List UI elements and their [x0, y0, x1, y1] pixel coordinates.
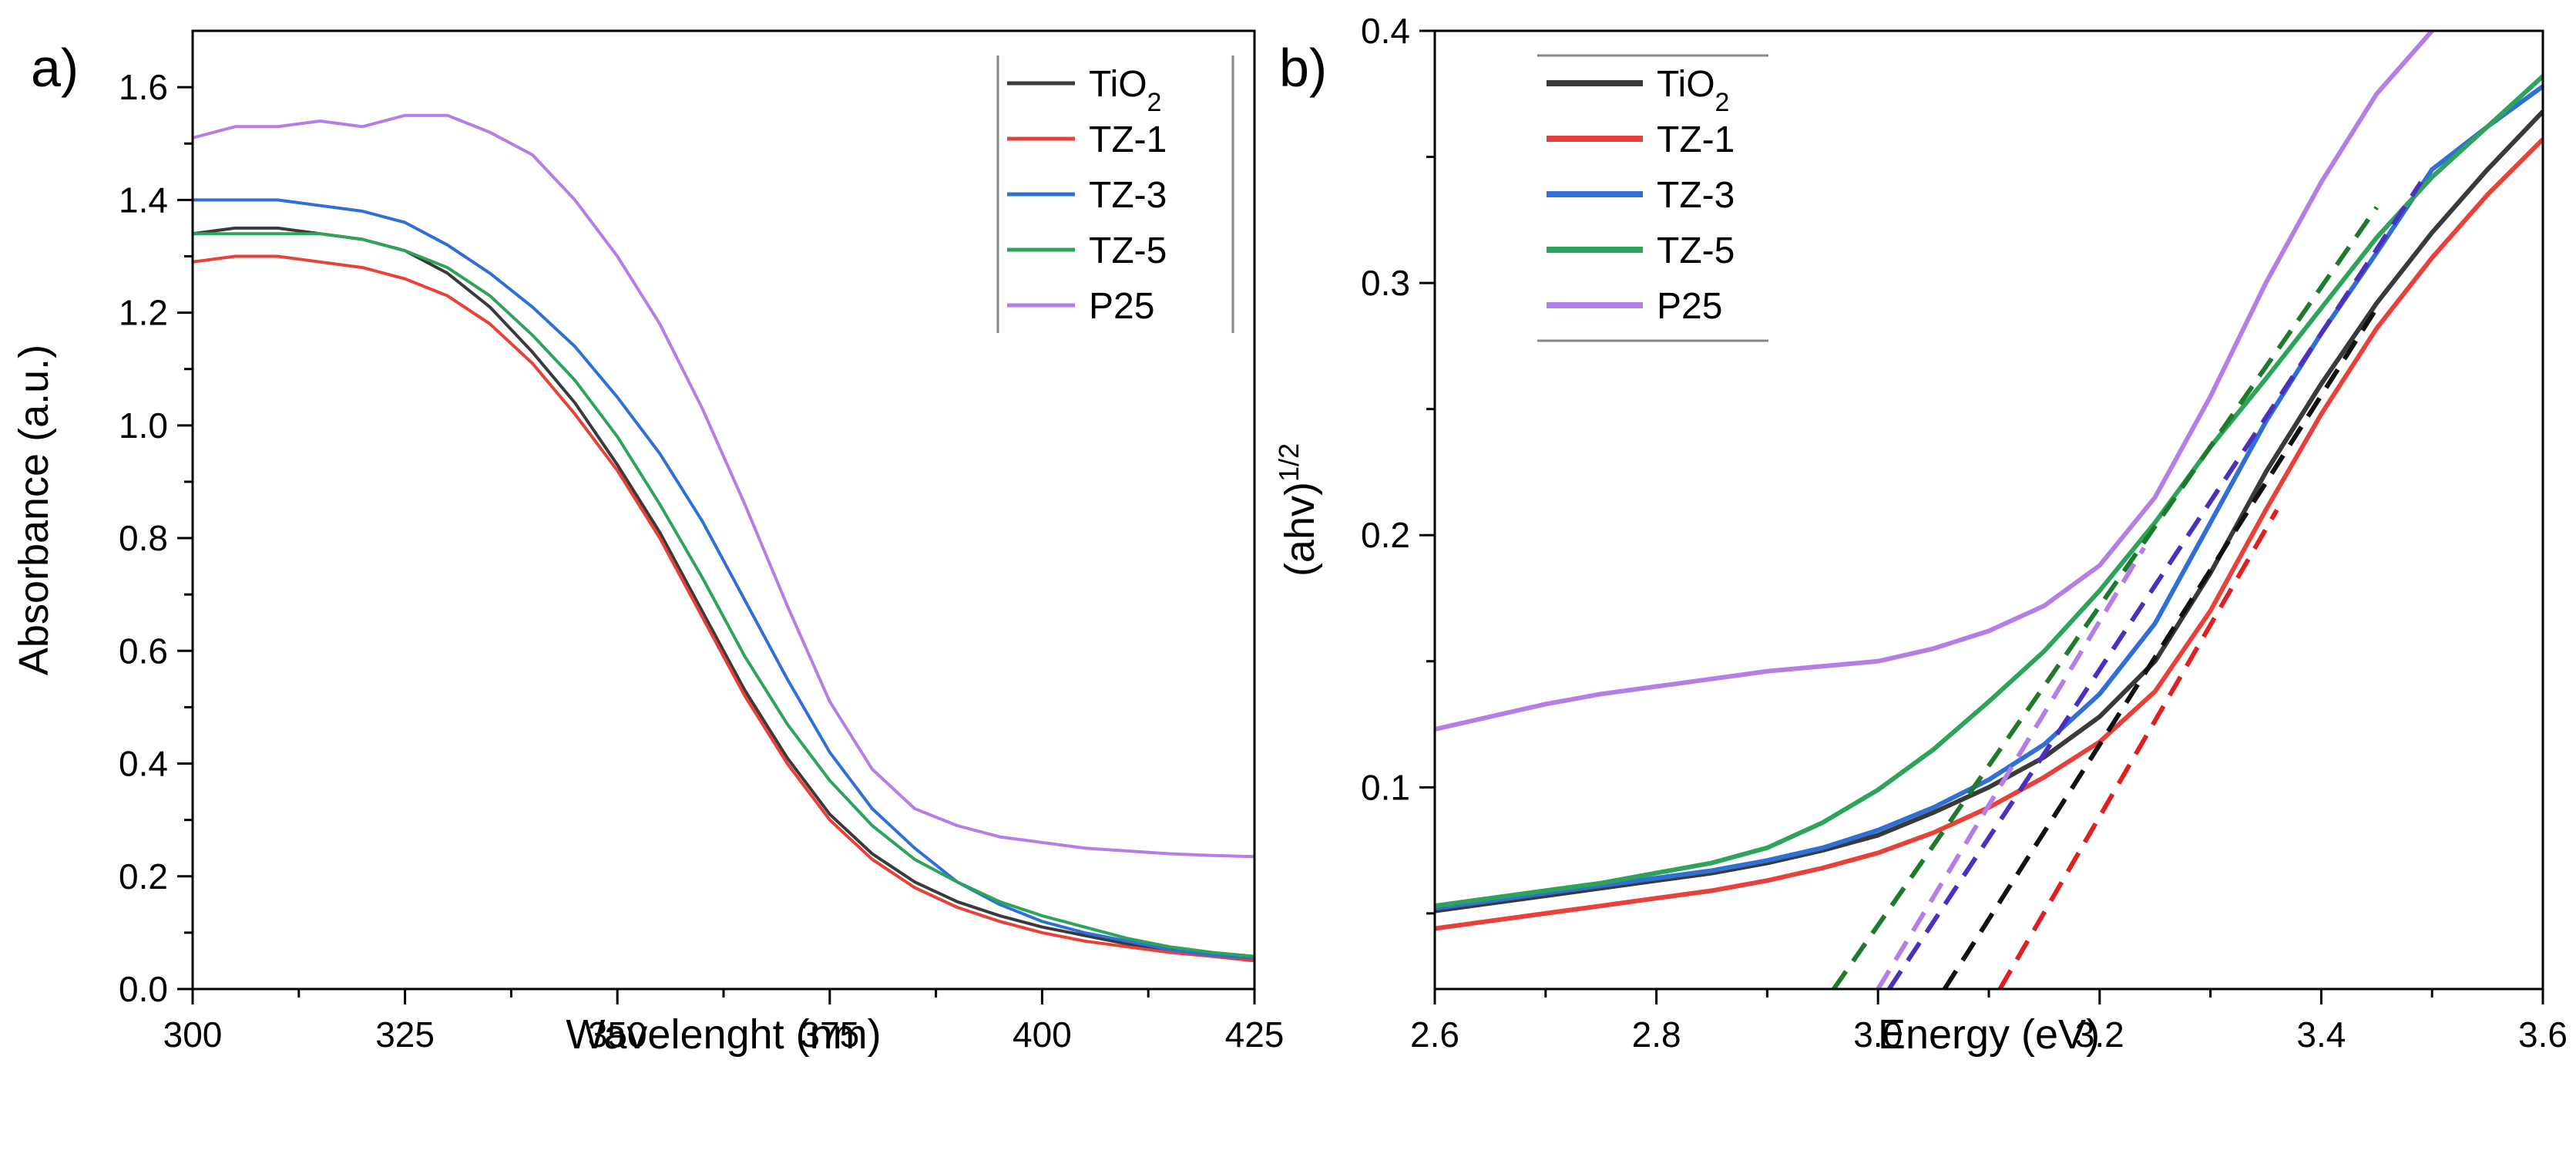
x-tick-label: 2.6	[1410, 1014, 1459, 1055]
x-tick-label: 350	[588, 1014, 647, 1055]
y-tick-label: 1.6	[119, 67, 168, 107]
x-tick-label: 400	[1013, 1014, 1072, 1055]
series-line-tio2	[1435, 109, 2543, 913]
x-tick-label: 425	[1225, 1014, 1285, 1055]
x-tick-label: 3.0	[1853, 1014, 1903, 1055]
x-tick-label: 3.4	[2296, 1014, 2346, 1055]
x-tick-label: 3.2	[2075, 1014, 2124, 1055]
series-line-tz-5	[1435, 74, 2543, 909]
x-tick-label: 2.8	[1632, 1014, 1681, 1055]
y-tick-label: 1.2	[119, 293, 168, 333]
legend-label: TZ-5	[1089, 230, 1167, 271]
legend-label: TZ-3	[1089, 175, 1167, 216]
tangent-line	[1876, 547, 2146, 989]
series-line-p25	[1435, 31, 2436, 732]
tangent-line	[1997, 508, 2279, 989]
series-line-tz-5	[193, 232, 1254, 958]
legend-label: TZ-1	[1657, 119, 1735, 160]
legend-label: TZ-1	[1089, 119, 1167, 160]
x-tick-label: 325	[375, 1014, 435, 1055]
y-axis-title: (ahv)1/2	[1273, 443, 1324, 577]
legend-label: P25	[1089, 286, 1154, 327]
x-tick-label: 375	[800, 1014, 859, 1055]
y-tick-label: 0.0	[119, 969, 168, 1009]
y-tick-label: 0.2	[1361, 515, 1410, 555]
legend-label: TZ-5	[1657, 230, 1735, 271]
y-tick-label: 0.4	[119, 744, 168, 784]
panel-a-letter: a)	[31, 38, 79, 98]
legend-label: P25	[1657, 286, 1722, 327]
y-axis-title: Absorbance (a.u.)	[11, 345, 57, 675]
y-tick-label: 0.2	[119, 856, 168, 897]
tangent-line	[1832, 206, 2379, 989]
x-axis-title: Wavelenght (nm)	[566, 1011, 881, 1058]
x-tick-label: 300	[163, 1014, 223, 1055]
x-tick-label: 3.6	[2518, 1014, 2568, 1055]
legend-label: TZ-3	[1657, 175, 1735, 216]
series-line-tz-3	[193, 198, 1254, 960]
legend-label: TiO2	[1657, 64, 1729, 117]
panel-a-absorbance-chart: a) 300 325 350 375 400 425 0.0 0.2 0.4 0.6 0.8 1.0 1…	[11, 29, 1285, 1058]
plot-area	[1435, 31, 2543, 989]
series-line-tz-1	[193, 254, 1254, 963]
y-tick-label: 0.1	[1361, 767, 1410, 807]
panel-b-letter: b)	[1279, 38, 1327, 98]
y-tick-label: 1.0	[119, 405, 168, 446]
tangent-line	[1887, 180, 2423, 989]
y-tick-label: 0.3	[1361, 263, 1410, 303]
y-tick-label: 0.6	[119, 631, 168, 671]
y-tick-label: 0.8	[119, 518, 168, 558]
x-axis-title: Energy (eV)	[1878, 1011, 2100, 1058]
series-line-p25	[193, 113, 1254, 859]
y-tick-label: 1.4	[119, 180, 168, 220]
plot-area	[193, 113, 1254, 963]
panel-b-tauc-chart: b) 2.6 2.8 3.0 3.2 3.4 3.6 0.1 0.2 0.3 0.4 Energy …	[1273, 11, 2568, 1058]
y-tick-label: 0.4	[1361, 11, 1410, 51]
legend-label: TiO2	[1089, 64, 1161, 117]
